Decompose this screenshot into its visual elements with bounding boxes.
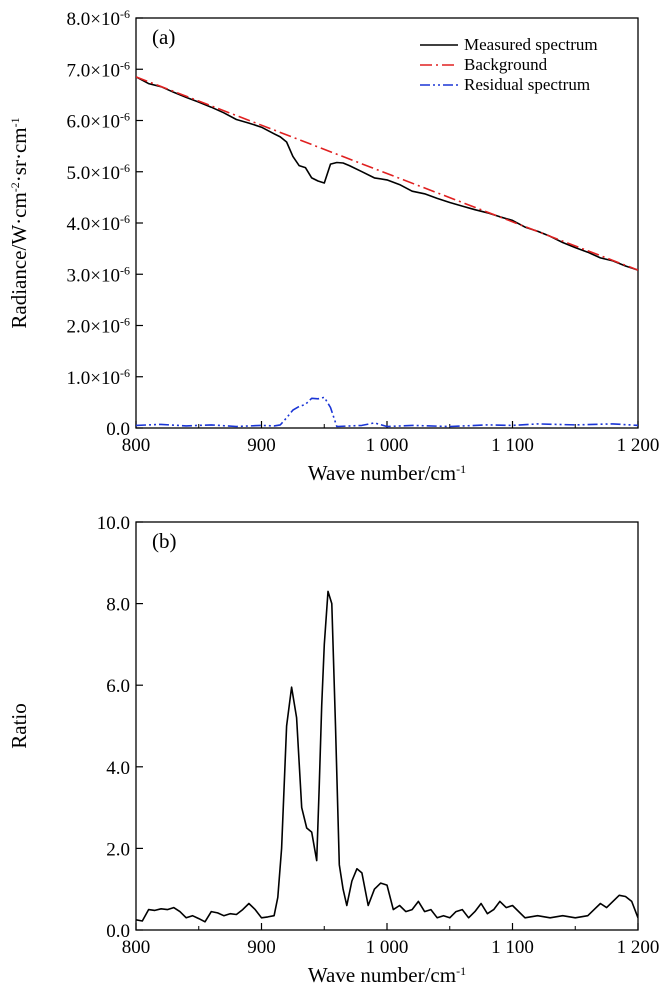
y-axis-label-text: Ratio <box>7 703 31 749</box>
x-tick-label: 900 <box>247 937 276 958</box>
x-tick-label: 1 100 <box>491 937 534 958</box>
y-tick-label: 3.0×10-6 <box>67 263 130 286</box>
x-axis-label-text: Wave number/cm <box>308 461 456 485</box>
y-tick-label: 6.0 <box>106 676 130 697</box>
y-tick-label-exponent: -6 <box>120 7 130 21</box>
y-tick-label-text: 6.0 <box>106 676 130 697</box>
x-axis-label-text: Wave number/cm <box>308 963 456 987</box>
y-tick-label-text: 7.0×10 <box>67 60 120 81</box>
y-tick-label: 2.0 <box>106 839 130 860</box>
y-tick-label: 6.0×10-6 <box>67 110 130 133</box>
y-tick-label-text: 4.0 <box>106 758 130 779</box>
y-axis-label-superscript: -2 <box>8 182 22 192</box>
y-tick-label: 1.0×10-6 <box>67 366 130 389</box>
y-tick-label-text: 6.0×10 <box>67 112 120 133</box>
x-tick-label: 800 <box>122 435 151 456</box>
series-line-ratio <box>136 590 638 923</box>
y-axis-label: Ratio <box>7 703 31 749</box>
y-tick-label: 2.0×10-6 <box>67 315 130 338</box>
x-tick-label: 1 200 <box>617 937 660 958</box>
y-tick-label: 0.0 <box>106 419 130 440</box>
y-tick-label-text: 0.0 <box>106 419 130 440</box>
x-axis-label-superscript: -1 <box>456 462 466 476</box>
y-tick-label-text: 8.0×10 <box>67 9 120 30</box>
y-axis-label-text: Radiance/W·cm <box>7 192 31 328</box>
series-line-background <box>136 76 638 271</box>
y-tick-label: 7.0×10-6 <box>67 58 130 81</box>
y-axis-label-text: ·sr·cm <box>7 127 31 182</box>
legend-entry: Background <box>464 55 548 74</box>
x-axis-label: Wave number/cm-1 <box>308 963 466 987</box>
y-axis-label-superscript: -1 <box>8 117 22 127</box>
x-tick-label: 1 100 <box>491 435 534 456</box>
x-tick-label: 900 <box>247 435 276 456</box>
chart-panel-a: 800 900 1 000 1 100 1 2000.01.0×10-62.0×10-6… <box>7 7 659 485</box>
y-tick-label: 0.0 <box>106 921 130 942</box>
y-tick-label-text: 2.0×10 <box>67 317 120 338</box>
chart-panel-b: 800 900 1 000 1 100 1 200 0.0 2.0 4.0 6.0 8.0 10.0… <box>7 513 659 987</box>
plot-frame <box>135 521 639 931</box>
y-tick-label: 4.0 <box>106 758 130 779</box>
y-tick-label-exponent: -6 <box>120 263 130 277</box>
x-tick-label: 1 000 <box>366 435 409 456</box>
y-tick-label-text: 3.0×10 <box>67 265 120 286</box>
series-line-residual-spectrum <box>136 396 638 428</box>
y-tick-label: 8.0×10-6 <box>67 7 130 30</box>
y-tick-label: 8.0 <box>106 595 130 616</box>
y-tick-label: 4.0×10-6 <box>67 212 130 235</box>
y-tick-label-exponent: -6 <box>120 58 130 72</box>
y-tick-label: 10.0 <box>97 513 130 534</box>
y-tick-label-text: 8.0 <box>106 595 130 616</box>
x-axis-label: Wave number/cm-1 <box>308 461 466 485</box>
panel-label: (a) <box>152 25 175 49</box>
y-tick-label-text: 4.0×10 <box>67 214 120 235</box>
y-tick-label-exponent: -6 <box>120 366 130 380</box>
panel-label: (b) <box>152 529 177 553</box>
y-tick-label-text: 2.0 <box>106 839 130 860</box>
y-tick-label-exponent: -6 <box>120 315 130 329</box>
legend-entry: Residual spectrum <box>464 75 590 94</box>
y-tick-label-exponent: -6 <box>120 161 130 175</box>
y-tick-label-text: 0.0 <box>106 921 130 942</box>
y-tick-label-text: 1.0×10 <box>67 368 120 389</box>
x-tick-label: 800 <box>122 937 151 958</box>
y-tick-label-text: 10.0 <box>97 513 130 534</box>
legend-entry: Measured spectrum <box>464 35 598 54</box>
x-tick-label: 1 200 <box>617 435 660 456</box>
y-tick-label-text: 5.0×10 <box>67 163 120 184</box>
y-tick-label-exponent: -6 <box>120 212 130 226</box>
x-axis-label-superscript: -1 <box>456 964 466 978</box>
y-tick-label-exponent: -6 <box>120 110 130 124</box>
y-tick-label: 5.0×10-6 <box>67 161 130 184</box>
y-axis-label: Radiance/W·cm-2·sr·cm-1 <box>7 117 31 328</box>
x-tick-label: 1 000 <box>366 937 409 958</box>
